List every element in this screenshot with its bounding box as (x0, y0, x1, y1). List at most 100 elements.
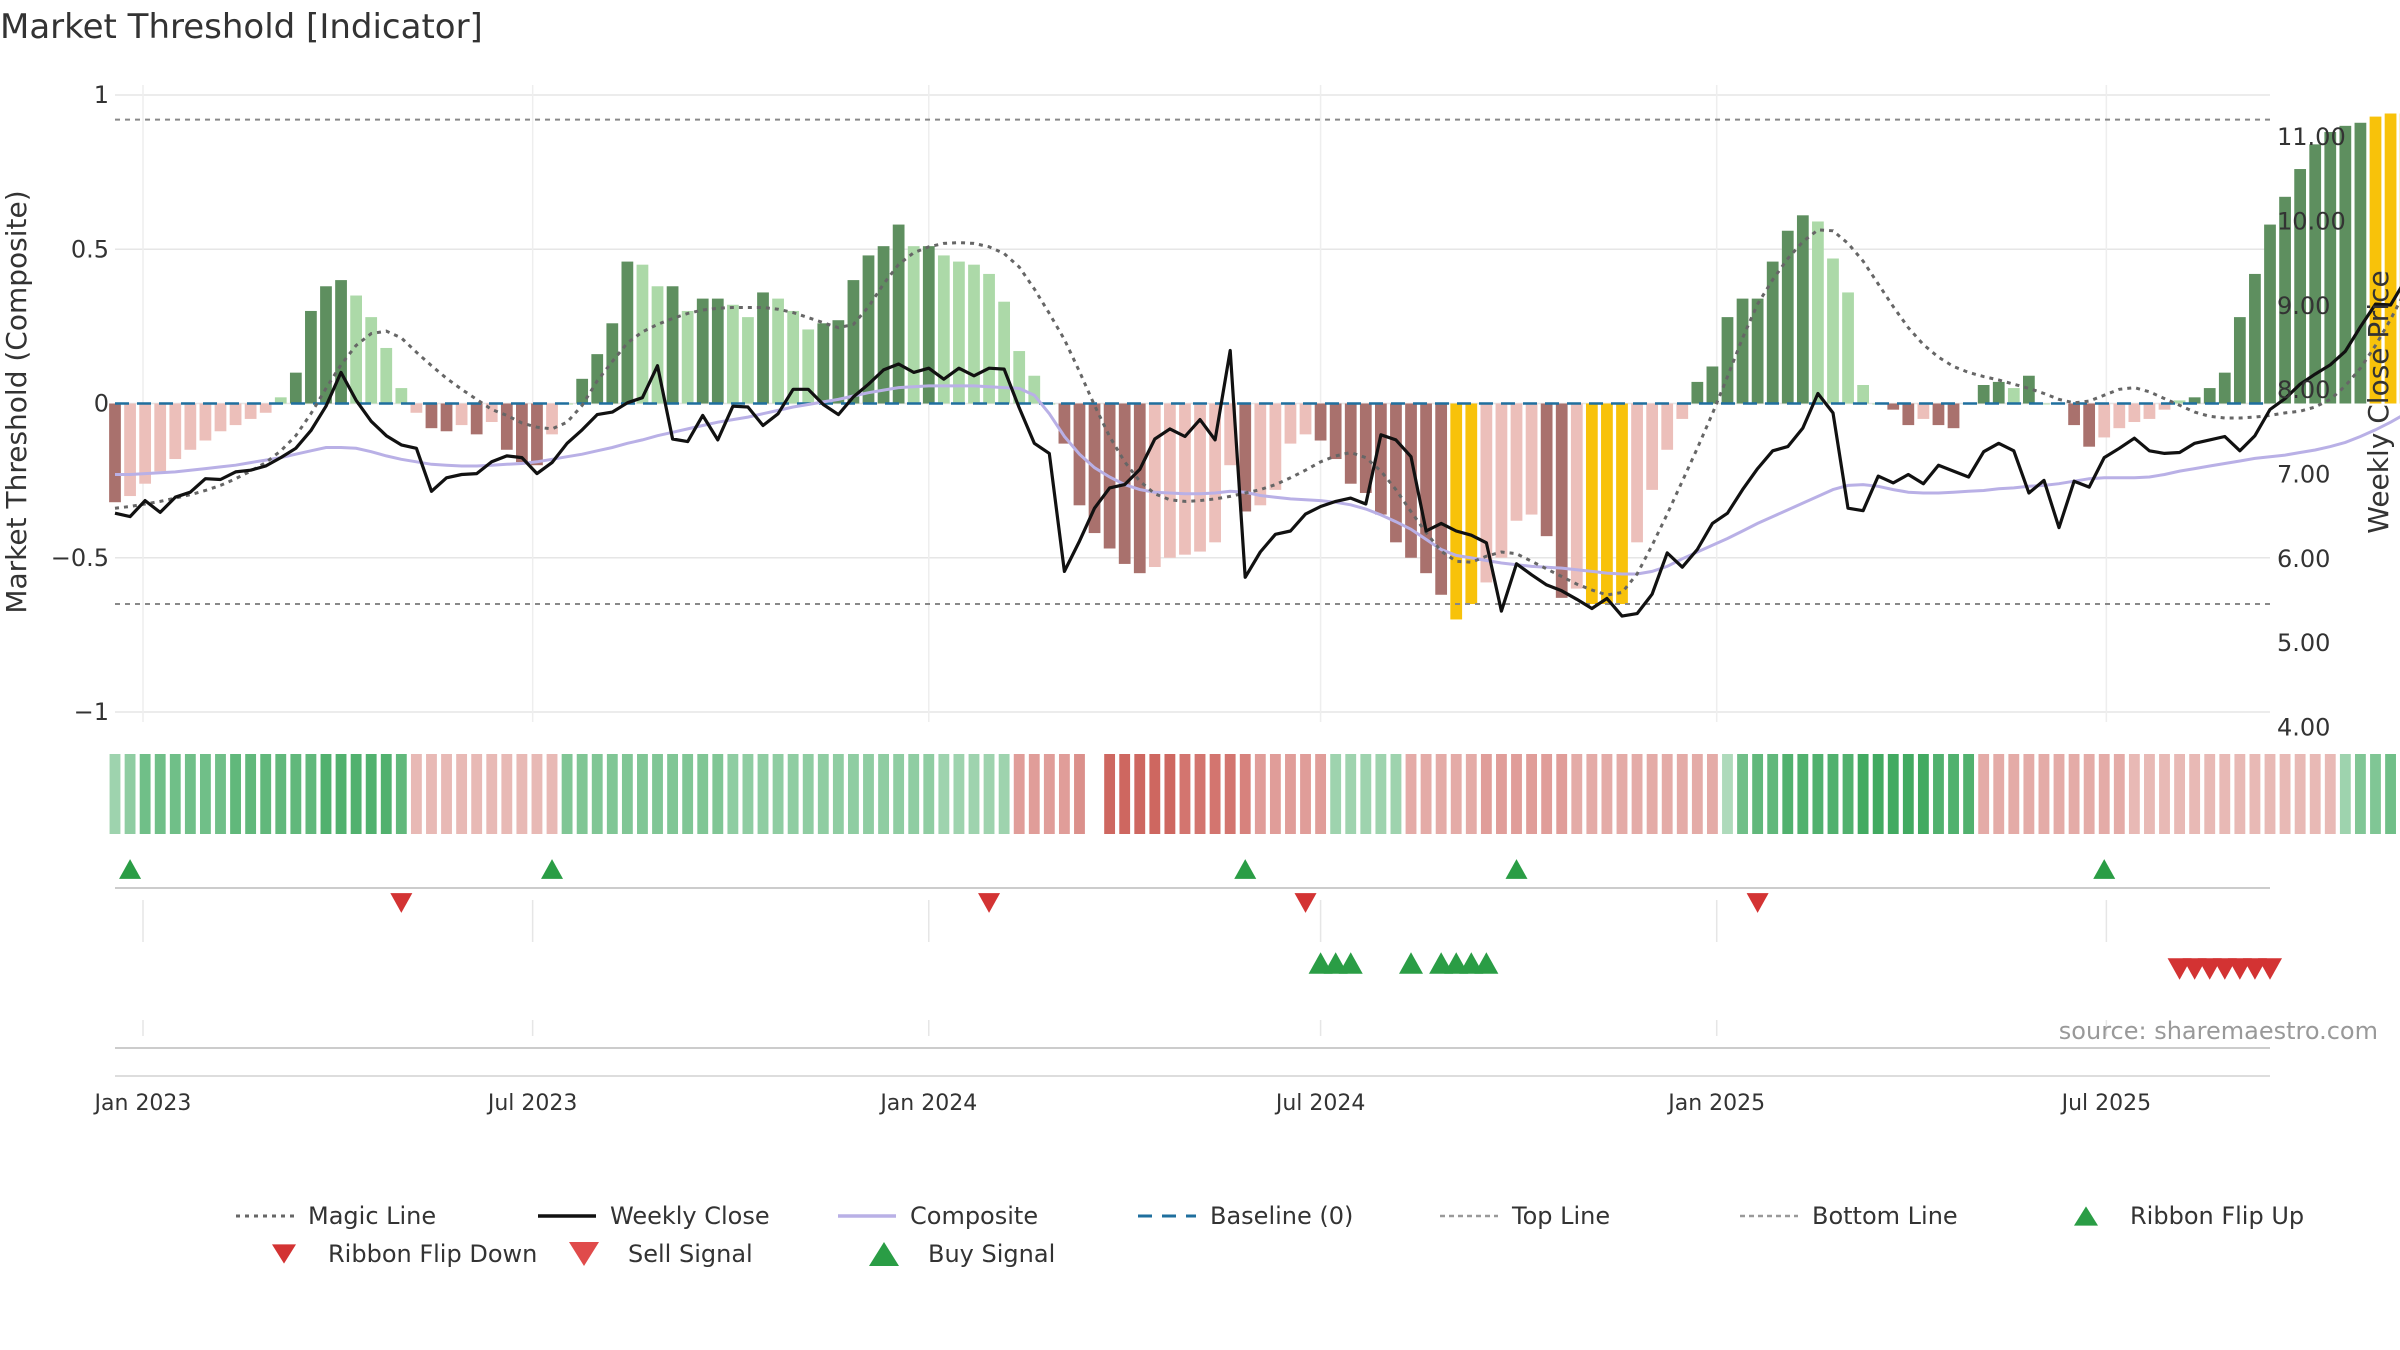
ribbon-cell (1842, 754, 1854, 834)
ribbon-cell (2083, 754, 2095, 834)
composite-bar (922, 246, 935, 404)
composite-bar (1631, 403, 1643, 543)
composite-bar (862, 255, 875, 404)
legend-label: Composite (910, 1202, 1038, 1230)
composite-bar (1374, 403, 1387, 515)
composite-bar (1344, 403, 1357, 484)
legend-label: Baseline (0) (1210, 1202, 1353, 1230)
ribbon-cell (1526, 754, 1537, 834)
ribbon-cell (1571, 754, 1583, 834)
composite-bar (2083, 403, 2096, 447)
ribbon-cell (1149, 754, 1161, 834)
ribbon-cell (2144, 754, 2155, 834)
composite-bar (1676, 403, 1689, 419)
ribbon-cell (1375, 754, 1387, 834)
composite-bar (365, 317, 378, 404)
legend-swatch (272, 1244, 296, 1264)
ribbon-cell (697, 754, 709, 834)
ribbon-flip-up-marker (541, 859, 564, 879)
composite-bar (1721, 317, 1734, 404)
composite-bar (2158, 403, 2171, 410)
ribbon-cell (1058, 754, 1070, 834)
ribbon-cell (606, 754, 618, 834)
composite-bar (1390, 403, 1402, 543)
ribbon-cell (1330, 754, 1342, 834)
ribbon-cell (1556, 754, 1568, 834)
x-tick-label: Jan 2023 (93, 1091, 192, 1116)
ribbon-flip-down-marker (1746, 893, 1769, 913)
composite-bar (742, 317, 754, 404)
legend-item: Weekly Close (538, 1202, 770, 1230)
buy-signal-marker (1429, 952, 1454, 974)
composite-bar (772, 298, 784, 404)
right-tick-label: 7.00 (2277, 460, 2330, 488)
legend-item: Ribbon Flip Down (272, 1240, 537, 1268)
buy-signal-marker (1444, 952, 1469, 974)
ribbon-cell (802, 754, 814, 834)
composite-bar (169, 403, 182, 460)
composite-bar (983, 273, 995, 404)
ribbon-cell (199, 754, 211, 834)
legend-label: Sell Signal (628, 1240, 753, 1268)
sell-signal-marker (2258, 958, 2282, 980)
ribbon-cell (1616, 754, 1628, 834)
composite-bar (1269, 403, 1282, 490)
composite-bar (1555, 403, 1568, 598)
composite-bar (651, 286, 664, 404)
composite-bar (2309, 144, 2322, 404)
composite-bar (154, 403, 167, 472)
x-tick-label: Jul 2024 (1274, 1091, 1366, 1116)
ribbon-cell (2309, 754, 2321, 834)
ribbon-cell (908, 754, 920, 834)
ribbon-cell (1390, 754, 1402, 834)
composite-bar (470, 403, 483, 435)
ribbon-cell (2038, 754, 2050, 834)
right-tick-label: 11.00 (2277, 123, 2346, 151)
composite-bar (2233, 317, 2246, 404)
ribbon-cell (727, 754, 739, 834)
composite-bar (1570, 403, 1583, 589)
ribbon-cell (621, 754, 633, 834)
ribbon-cell (1857, 754, 1869, 834)
composite-bar (968, 264, 980, 404)
composite-bar (1480, 403, 1493, 583)
legend-swatch (569, 1242, 599, 1266)
composite-bar (1495, 403, 1508, 558)
ribbon-cell (1496, 754, 1507, 834)
ribbon-cell (215, 754, 226, 834)
weekly-close-line (114, 286, 2400, 618)
ribbon-cell (1661, 754, 1673, 834)
ribbon-cell (350, 754, 362, 834)
composite-bar (1585, 403, 1598, 605)
ribbon-cell (1676, 754, 1688, 834)
left-tick-label: 0.5 (71, 235, 109, 263)
buy-signal-marker (1399, 952, 1424, 974)
composite-bar (576, 378, 589, 404)
ribbon-cell (1224, 754, 1236, 834)
ribbon-cell (1993, 754, 2005, 834)
composite-bar (2369, 116, 2382, 404)
ribbon-cell (2279, 754, 2291, 834)
composite-bar (199, 403, 212, 441)
composite-bar (1736, 298, 1749, 404)
composite-bar (1947, 403, 1960, 429)
composite-bar (636, 264, 649, 404)
composite-bar (1992, 381, 2005, 404)
ribbon-cell (1435, 754, 1447, 834)
price-lines (114, 118, 2400, 618)
composite-bar (1058, 403, 1071, 444)
ribbon-cell (1887, 754, 1899, 834)
ribbon-flip-up-marker (1505, 859, 1528, 879)
sell-signal-marker (2197, 958, 2222, 980)
ribbon-cell (1119, 754, 1131, 834)
composite-bar (2279, 196, 2291, 404)
x-tick-label: Jul 2023 (486, 1091, 578, 1116)
ribbon-cell (2113, 754, 2125, 834)
composite-bar (531, 403, 543, 466)
ribbon-cell (1541, 754, 1553, 834)
composite-bar (1781, 230, 1794, 404)
ribbon-cell (1480, 754, 1492, 834)
legend-item: Buy Signal (869, 1240, 1055, 1268)
composite-bar (2128, 403, 2141, 423)
